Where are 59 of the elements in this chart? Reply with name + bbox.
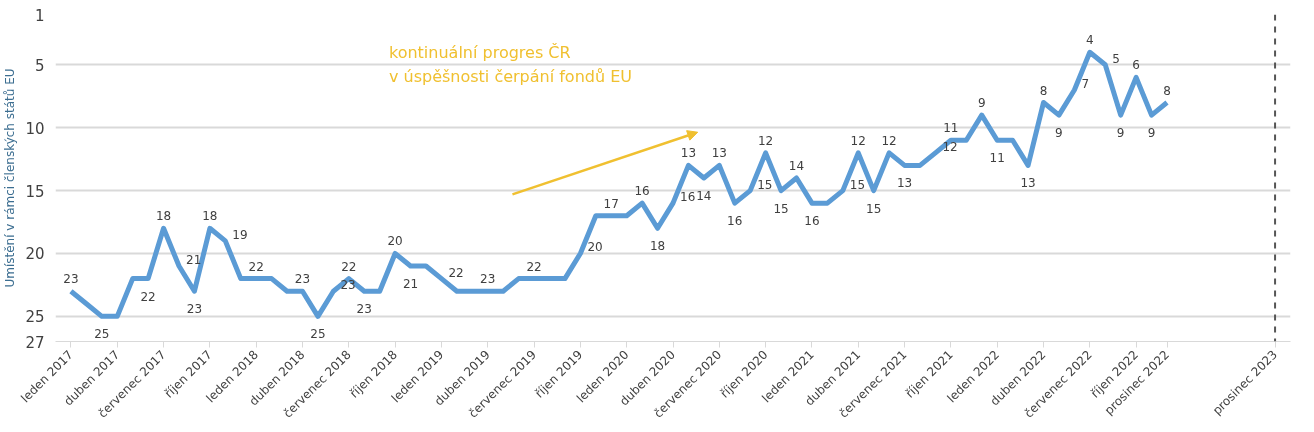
data-label: 12 — [850, 133, 866, 148]
data-label: 5 — [1112, 51, 1120, 66]
data-label: 20 — [587, 240, 603, 255]
data-label: 9 — [1116, 126, 1125, 141]
data-label: 20 — [387, 234, 403, 249]
data-label: 8 — [1163, 83, 1171, 98]
data-label: 16 — [804, 214, 820, 229]
data-label: 6 — [1132, 58, 1140, 73]
data-label: 21 — [402, 277, 419, 292]
data-label: 12 — [757, 133, 774, 148]
data-label: 18 — [649, 239, 666, 254]
data-label: 13 — [711, 146, 727, 161]
data-label: 25 — [94, 327, 110, 342]
data-label: 23 — [186, 302, 203, 317]
data-label: 12 — [942, 139, 958, 154]
data-label: 11 — [943, 121, 959, 136]
data-label: 13 — [1020, 176, 1036, 191]
data-label: 22 — [341, 259, 357, 274]
data-label: 9 — [977, 96, 986, 111]
data-label: 12 — [881, 133, 897, 148]
data-label: 8 — [1039, 83, 1048, 98]
y-tick-label: 15 — [25, 182, 45, 201]
data-label: 25 — [310, 327, 326, 342]
y-tick-label: 27 — [25, 333, 45, 352]
data-label: 13 — [896, 176, 913, 191]
data-label: 22 — [526, 259, 542, 274]
data-label: 17 — [603, 196, 619, 211]
data-label: 4 — [1086, 33, 1094, 48]
data-label: 22 — [248, 259, 264, 274]
data-label: 18 — [202, 209, 218, 224]
data-label: 9 — [1147, 126, 1156, 141]
data-label: 23 — [356, 302, 372, 317]
y-tick-label: 5 — [34, 56, 45, 75]
data-label: 15 — [849, 177, 866, 192]
data-label: 15 — [757, 177, 773, 192]
data-label: 23 — [294, 272, 311, 287]
data-label: 23 — [63, 272, 79, 287]
data-label: 16 — [680, 190, 696, 205]
data-label: 14 — [788, 159, 805, 173]
data-label: 22 — [140, 289, 156, 304]
data-label: 11 — [989, 151, 1005, 166]
y-tick-label: 10 — [25, 119, 45, 138]
data-label: 7 — [1081, 76, 1090, 91]
data-label: 23 — [480, 272, 496, 287]
y-tick-label: 1 — [34, 6, 45, 25]
y-axis-title: Umístění v rámci členských států EU — [3, 68, 18, 288]
data-label: 15 — [773, 201, 789, 216]
y-tick-label: 20 — [25, 245, 45, 264]
data-label: 16 — [634, 184, 650, 199]
data-label: 14 — [696, 189, 712, 203]
y-tick-label: 25 — [25, 308, 45, 327]
data-label: 16 — [727, 214, 743, 229]
annotation: kontinuální progres ČR v úspěšnosti čerpání fondů EU — [388, 42, 633, 87]
data-label: 19 — [232, 227, 248, 242]
data-label: 13 — [680, 146, 697, 161]
data-label: 9 — [1055, 126, 1063, 141]
data-label: 22 — [448, 265, 464, 280]
data-label: 18 — [155, 209, 172, 224]
data-label: 15 — [866, 201, 882, 216]
